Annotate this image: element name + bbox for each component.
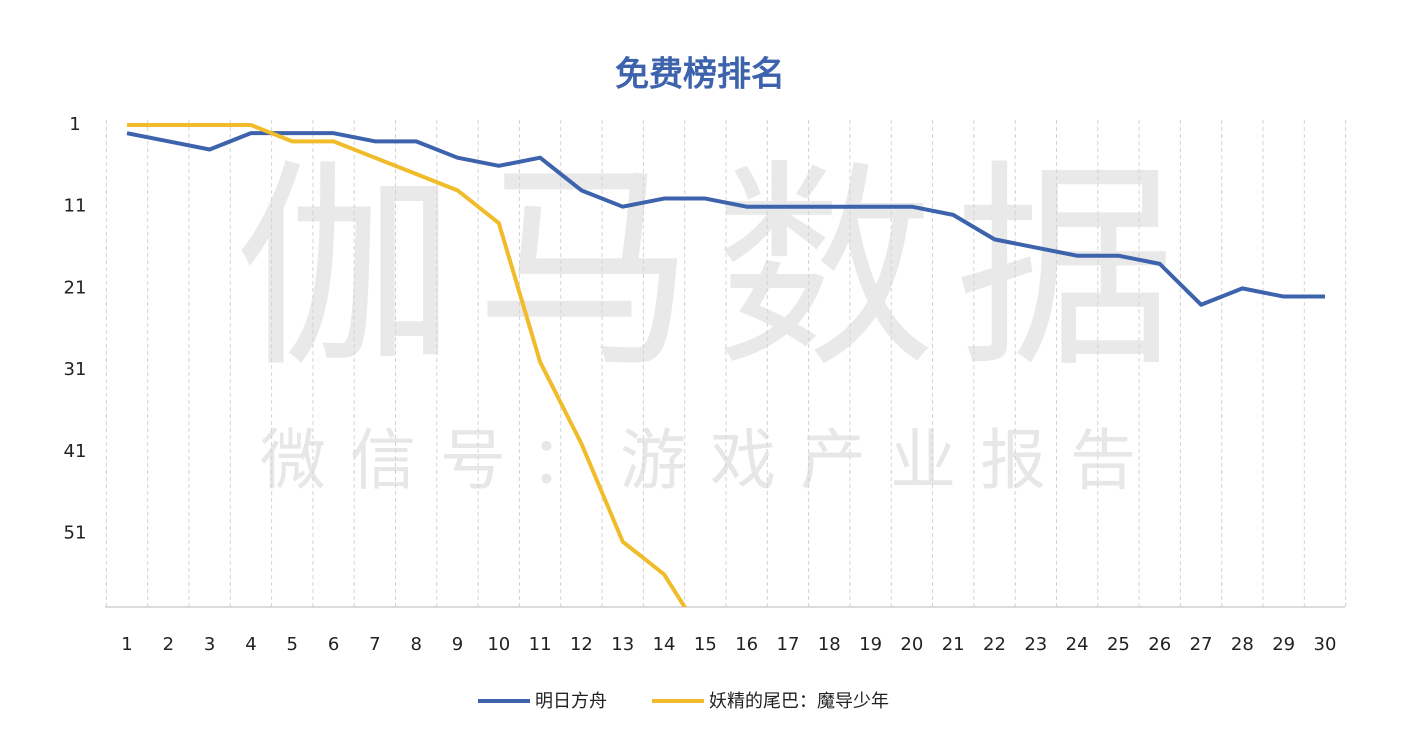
x-tick-label: 5: [287, 634, 298, 655]
x-tick-label: 24: [1066, 634, 1089, 655]
series-line: [126, 131, 1325, 307]
x-tick-label: 7: [369, 634, 380, 655]
watermark: 伽马数据: [235, 141, 1195, 397]
x-tick-label: 25: [1107, 634, 1130, 655]
y-tick-label: 41: [64, 441, 87, 462]
x-tick-label: 3: [204, 634, 215, 655]
x-tick-label: 26: [1148, 634, 1171, 655]
x-tick-label: 23: [1024, 634, 1047, 655]
y-tick-label: 1: [69, 114, 80, 135]
legend-label: 明日方舟: [535, 691, 607, 712]
x-tick-label: 20: [900, 634, 923, 655]
x-tick-label: 4: [245, 634, 256, 655]
x-tick-label: 18: [818, 634, 841, 655]
x-tick-label: 22: [983, 634, 1006, 655]
x-tick-label: 28: [1231, 634, 1254, 655]
x-tick-label: 21: [942, 634, 965, 655]
watermark: 微信号：游戏产业报告: [260, 422, 1160, 499]
x-tick-label: 10: [487, 634, 510, 655]
y-tick-label: 31: [64, 359, 87, 380]
x-tick-label: 8: [410, 634, 421, 655]
x-tick-label: 17: [777, 634, 800, 655]
y-tick-label: 11: [64, 196, 87, 217]
x-tick-label: 1: [121, 634, 132, 655]
x-tick-label: 15: [694, 634, 717, 655]
x-tick-label: 30: [1314, 634, 1337, 655]
x-tick-label: 16: [735, 634, 758, 655]
x-tick-label: 6: [328, 634, 339, 655]
x-tick-label: 29: [1272, 634, 1295, 655]
x-tick-label: 27: [1190, 634, 1213, 655]
x-tick-label: 9: [452, 634, 463, 655]
x-tick-label: 12: [570, 634, 593, 655]
x-tick-label: 14: [653, 634, 676, 655]
x-tick-label: 2: [163, 634, 174, 655]
x-tick-label: 19: [859, 634, 882, 655]
y-tick-label: 21: [64, 277, 87, 298]
series-line: [127, 123, 688, 607]
y-tick-label: 51: [64, 522, 87, 543]
x-tick-label: 11: [529, 634, 552, 655]
chart-title: 免费榜排名: [615, 55, 785, 95]
x-tick-label: 13: [611, 634, 634, 655]
legend-label: 妖精的尾巴：魔导少年: [709, 691, 889, 712]
